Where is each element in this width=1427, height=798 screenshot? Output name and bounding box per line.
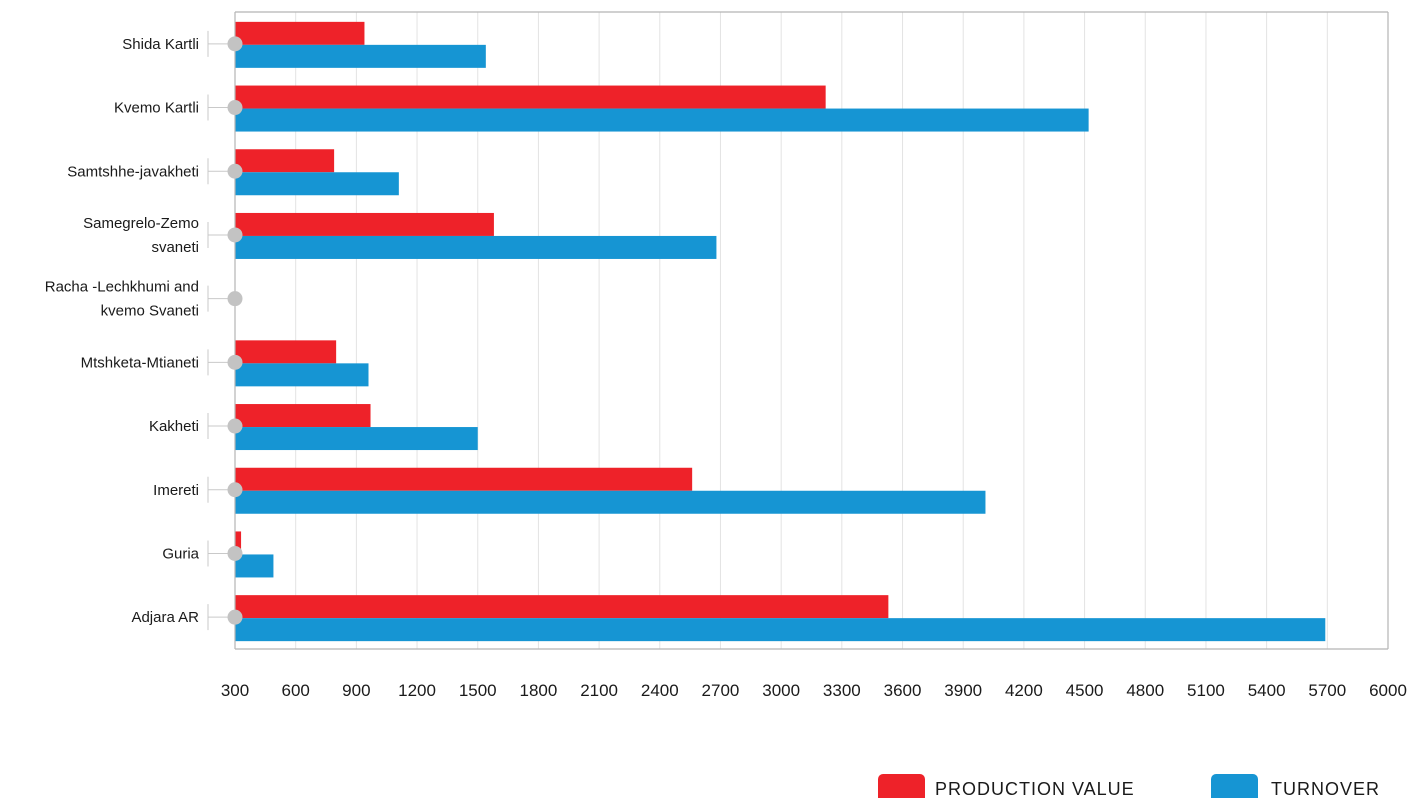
bar-production-value bbox=[235, 21, 365, 45]
x-tick-label: 1500 bbox=[459, 681, 497, 700]
x-tick-label: 3300 bbox=[823, 681, 861, 700]
category-label: Kvemo Kartli bbox=[114, 100, 199, 117]
x-tick-label: 600 bbox=[281, 681, 309, 700]
x-tick-label: 5100 bbox=[1187, 681, 1225, 700]
x-tick-label: 2400 bbox=[641, 681, 679, 700]
bar-turnover bbox=[235, 554, 274, 578]
category-label: Guria bbox=[162, 545, 199, 562]
x-tick-label: 3900 bbox=[944, 681, 982, 700]
bar-production-value bbox=[235, 531, 242, 555]
x-tick-label: 300 bbox=[221, 681, 249, 700]
x-tick-label: 2100 bbox=[580, 681, 618, 700]
bar-turnover bbox=[235, 172, 399, 196]
category-marker bbox=[227, 100, 243, 116]
axes bbox=[207, 11, 1389, 650]
legend-label: PRODUCTION VALUE bbox=[935, 779, 1135, 798]
bar-turnover bbox=[235, 427, 478, 451]
legend-swatch-turnover bbox=[1211, 774, 1258, 798]
bar-production-value bbox=[235, 595, 889, 619]
x-tick-label: 900 bbox=[342, 681, 370, 700]
legend-label: TURNOVER bbox=[1271, 779, 1380, 798]
category-label: kvemo Svaneti bbox=[101, 303, 199, 320]
category-marker bbox=[227, 482, 243, 498]
bar-production-value bbox=[235, 149, 335, 173]
x-tick-label: 4500 bbox=[1066, 681, 1104, 700]
x-tick-label: 1800 bbox=[520, 681, 558, 700]
category-marker bbox=[227, 354, 243, 370]
category-marker bbox=[227, 545, 243, 561]
bar-turnover bbox=[235, 363, 369, 387]
bar-production-value bbox=[235, 212, 494, 236]
category-marker bbox=[227, 227, 243, 243]
category-label: Samtshhe-javakheti bbox=[67, 163, 199, 180]
x-tick-label: 2700 bbox=[702, 681, 740, 700]
x-tick-label: 5400 bbox=[1248, 681, 1286, 700]
category-label: Mtshketa-Mtianeti bbox=[81, 354, 199, 371]
x-tick-label: 5700 bbox=[1308, 681, 1346, 700]
category-label: Racha -Lechkhumi and bbox=[45, 279, 199, 296]
bar-turnover bbox=[235, 44, 486, 68]
x-tick-labels: 300 600 900 1200 1500 1800 2100 2400 2700 3000 330… bbox=[221, 681, 1407, 700]
x-tick-label: 1200 bbox=[398, 681, 436, 700]
category-label: Imereti bbox=[153, 482, 199, 499]
category-label: svaneti bbox=[151, 239, 199, 256]
bar-production-value bbox=[235, 467, 693, 491]
category-marker bbox=[227, 609, 243, 625]
category-label: Adjara AR bbox=[131, 609, 199, 626]
bar-turnover bbox=[235, 618, 1326, 642]
bar-production-value bbox=[235, 404, 371, 428]
category-label: Shida Kartli bbox=[122, 36, 199, 53]
x-tick-label: 6000 bbox=[1369, 681, 1407, 700]
category-marker bbox=[227, 36, 243, 52]
bars bbox=[235, 21, 1326, 642]
legend-swatch-production-value bbox=[878, 774, 925, 798]
category-marker bbox=[227, 163, 243, 179]
category-marker bbox=[227, 291, 243, 307]
x-tick-label: 4200 bbox=[1005, 681, 1043, 700]
category-label: Samegrelo-Zemo bbox=[83, 215, 199, 232]
bar-turnover bbox=[235, 490, 986, 514]
bar-production-value bbox=[235, 340, 337, 364]
category-marker bbox=[227, 418, 243, 434]
category-label: Kakheti bbox=[149, 418, 199, 435]
bar-turnover bbox=[235, 108, 1089, 132]
legend: PRODUCTION VALUE TURNOVER bbox=[878, 774, 1380, 798]
category-labels: Shida Kartli Kvemo Kartli Samtshhe-javakhe… bbox=[45, 36, 200, 626]
x-tick-label: 3600 bbox=[884, 681, 922, 700]
x-tick-label: 4800 bbox=[1126, 681, 1164, 700]
bar-turnover bbox=[235, 235, 717, 259]
x-tick-label: 3000 bbox=[762, 681, 800, 700]
bar-production-value bbox=[235, 85, 826, 109]
